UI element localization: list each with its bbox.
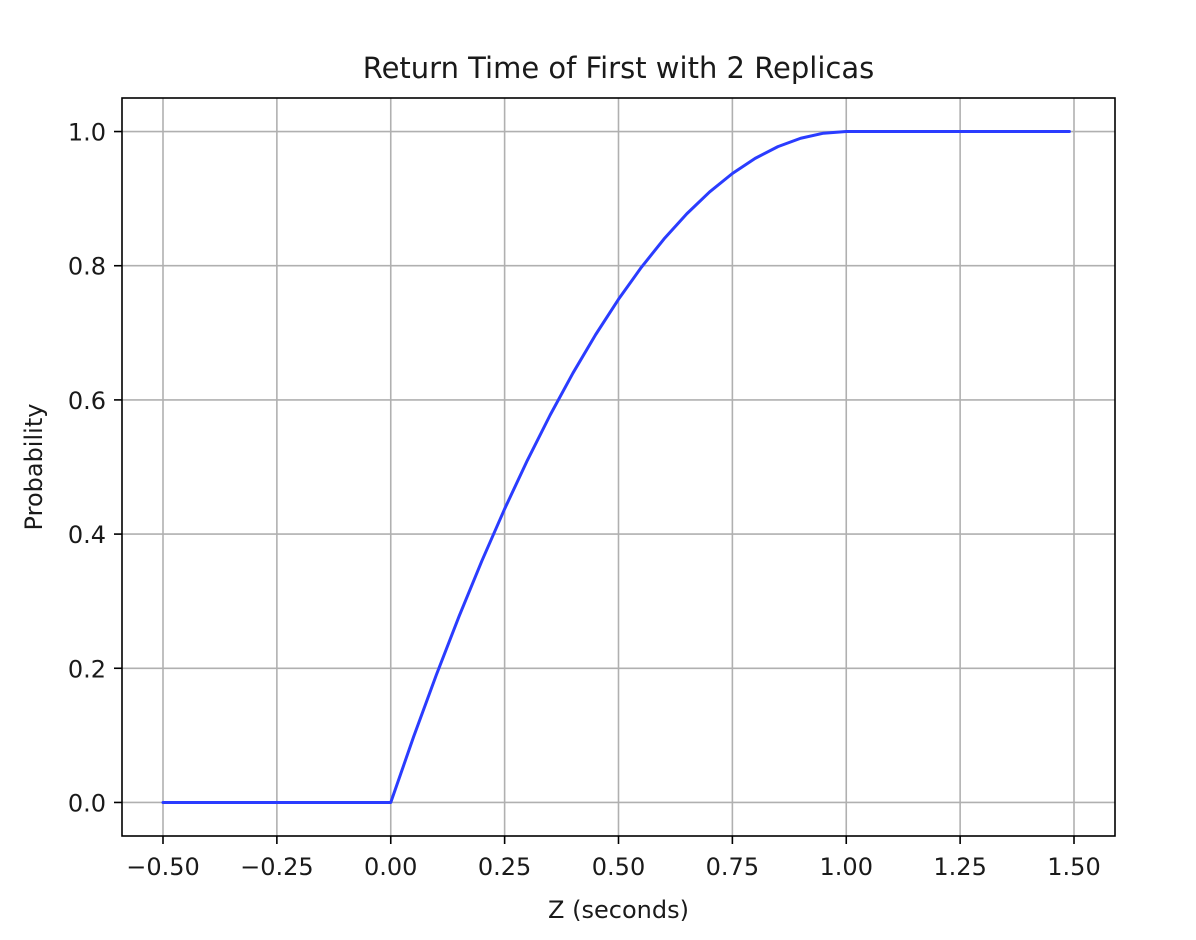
y-tick-label: 0.6: [68, 387, 106, 415]
y-tick-label: 0.2: [68, 655, 106, 683]
x-tick-label: 1.50: [1047, 853, 1100, 881]
x-tick-label: 0.50: [592, 853, 645, 881]
x-axis-label: Z (seconds): [548, 896, 689, 924]
axis-ticks: −0.50 −0.25 0.00 0.25 0.50 0.75 1.00 1.25 1.50 0.…: [68, 119, 1101, 881]
x-tick-label: −0.50: [126, 853, 200, 881]
x-tick-label: 0.00: [364, 853, 417, 881]
y-tick-label: 0.8: [68, 253, 106, 281]
series-line: [161, 130, 1071, 804]
x-tick-label: 1.25: [933, 853, 986, 881]
series-layer: [161, 130, 1071, 804]
chart-title: Return Time of First with 2 Replicas: [363, 51, 875, 85]
x-tick-label: 0.75: [706, 853, 759, 881]
x-tick-label: 0.25: [478, 853, 531, 881]
y-tick-label: 1.0: [68, 119, 106, 147]
y-axis-label: Probability: [20, 404, 48, 531]
y-tick-label: 0.4: [68, 521, 106, 549]
x-tick-label: −0.25: [240, 853, 314, 881]
y-tick-label: 0.0: [68, 789, 106, 817]
x-tick-label: 1.00: [820, 853, 873, 881]
grid: [122, 98, 1115, 836]
